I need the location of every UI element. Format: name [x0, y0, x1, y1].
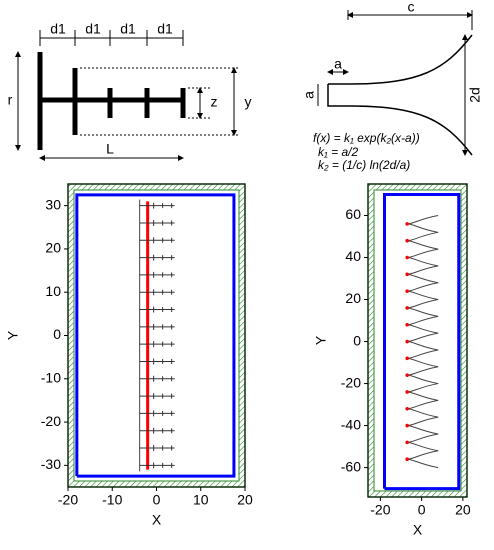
- feed-point: [405, 222, 409, 226]
- y-tick-label: 60: [345, 206, 361, 222]
- x-tick-label: 0: [153, 492, 161, 508]
- dim-label: y: [245, 94, 252, 110]
- yagi-element: [139, 427, 175, 434]
- yagi-element: [139, 202, 175, 209]
- x-axis-label: X: [413, 522, 423, 538]
- feed-point: [405, 238, 409, 243]
- y-tick-label: 10: [45, 283, 61, 299]
- feed-point: [405, 406, 409, 411]
- y-axis-label: Y: [5, 330, 21, 340]
- yagi-element: [139, 306, 175, 313]
- x-tick-label: 10: [193, 492, 209, 508]
- x-tick-label: -10: [102, 492, 122, 508]
- dim-label: L: [106, 141, 114, 157]
- feed-point: [405, 255, 409, 260]
- y-tick-label: -30: [41, 456, 61, 472]
- x-tick-label: 20: [455, 502, 471, 518]
- dim-label: d1: [50, 21, 66, 37]
- dim-label: r: [8, 92, 13, 108]
- yagi-element: [139, 323, 175, 330]
- x-tick-label: -20: [370, 502, 390, 518]
- plot-area: [73, 189, 240, 482]
- y-tick-label: -60: [341, 458, 361, 474]
- plot-area: [373, 189, 462, 492]
- yagi-element: [139, 341, 175, 348]
- formula: f(x) = k₁ exp(k₂(x-a)): [313, 131, 420, 145]
- dim-label: d1: [120, 21, 136, 37]
- y-tick-label: 0: [353, 332, 361, 348]
- dim-label: d1: [85, 21, 101, 37]
- formula: k₁ = a/2: [318, 145, 358, 159]
- feed-point: [405, 390, 409, 394]
- yagi-element: [139, 289, 175, 296]
- yagi-element: [139, 237, 175, 244]
- y-tick-label: -20: [41, 413, 61, 429]
- feed-point: [405, 356, 409, 361]
- y-tick-label: 20: [45, 240, 61, 256]
- y-tick-label: 30: [45, 196, 61, 212]
- yagi-element: [139, 410, 175, 417]
- dim-label: z: [211, 94, 218, 110]
- series-line: [383, 193, 461, 491]
- feed-point: [405, 373, 409, 377]
- dim-label: 2d: [467, 87, 483, 103]
- feed-point: [405, 457, 409, 461]
- y-tick-label: -40: [341, 416, 361, 432]
- horn-diagram: [317, 10, 473, 156]
- x-tick-label: 0: [418, 502, 426, 518]
- series-line: [75, 193, 236, 478]
- y-tick-label: 0: [53, 326, 61, 342]
- y-tick-label: 40: [345, 248, 361, 264]
- feed-point: [405, 339, 409, 344]
- feed-point: [405, 423, 409, 428]
- dim-label: a: [301, 91, 317, 99]
- y-tick-label: 20: [345, 290, 361, 306]
- dim-label: c: [408, 0, 415, 15]
- x-tick-label: 20: [237, 492, 253, 508]
- y-axis-label: Y: [313, 335, 329, 345]
- y-tick-label: -10: [41, 369, 61, 385]
- x-tick-label: -20: [58, 492, 78, 508]
- yagi-element: [139, 219, 175, 226]
- x-axis-label: X: [152, 512, 162, 528]
- feed-point: [405, 306, 409, 310]
- yagi-element: [139, 445, 175, 452]
- feed-point: [405, 272, 409, 277]
- yagi-element: [139, 271, 175, 278]
- dim-label: a: [334, 56, 342, 72]
- dim-label: d1: [157, 21, 173, 37]
- yagi-diagram: [15, 30, 240, 161]
- axes-frame: [367, 183, 468, 498]
- yagi-element: [139, 358, 175, 365]
- formula: k₂ = (1/c) ln(2d/a): [318, 158, 410, 172]
- yagi-element: [139, 375, 175, 382]
- feed-point: [405, 440, 409, 445]
- y-tick-label: -20: [341, 374, 361, 390]
- feed-point: [405, 322, 409, 327]
- yagi-element: [139, 393, 175, 400]
- yagi-element: [139, 462, 175, 469]
- feed-point: [405, 289, 409, 293]
- yagi-element: [139, 254, 175, 261]
